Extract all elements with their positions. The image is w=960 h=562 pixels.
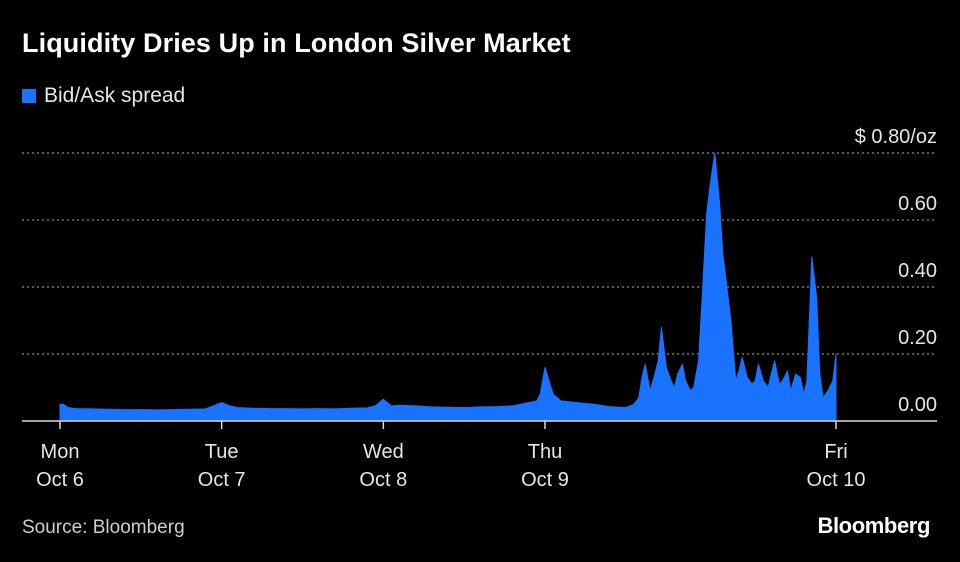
legend-swatch — [22, 89, 36, 103]
x-tick-label-date: Oct 7 — [198, 469, 246, 491]
grid-lines — [22, 152, 937, 355]
legend-label: Bid/Ask spread — [44, 84, 186, 107]
x-tick-label-day: Tue — [205, 441, 239, 463]
y-tick-label: 0.00 — [898, 394, 937, 416]
x-axis: Mon Oct 6 Tue Oct 7 Wed Oct 8 Thu Oct 9 Fri Oct 1… — [22, 420, 937, 491]
x-tick-label-day: Wed — [363, 441, 404, 463]
y-tick-label: 0.20 — [898, 327, 937, 349]
x-tick-label-day: Mon — [41, 441, 80, 463]
bloomberg-logo: Bloomberg — [817, 513, 930, 538]
area-series — [59, 152, 837, 422]
x-tick-label-day: Thu — [528, 441, 562, 463]
x-tick-label-day: Fri — [824, 441, 847, 463]
x-tick-label-date: Oct 6 — [36, 469, 84, 491]
x-tick-label-date: Oct 8 — [359, 469, 407, 491]
y-tick-labels: $ 0.80/oz 0.60 0.40 0.20 0.00 — [855, 126, 937, 416]
series-area-0 — [59, 152, 837, 422]
y-tick-label: $ 0.80/oz — [855, 126, 937, 148]
source-note: Source: Bloomberg — [22, 517, 185, 538]
x-tick-label-date: Oct 10 — [807, 469, 866, 491]
chart-title: Liquidity Dries Up in London Silver Mark… — [22, 28, 571, 58]
y-tick-label: 0.40 — [898, 260, 937, 282]
x-tick-label-date: Oct 9 — [521, 469, 569, 491]
y-tick-label: 0.60 — [898, 193, 937, 215]
legend: Bid/Ask spread — [22, 84, 185, 108]
